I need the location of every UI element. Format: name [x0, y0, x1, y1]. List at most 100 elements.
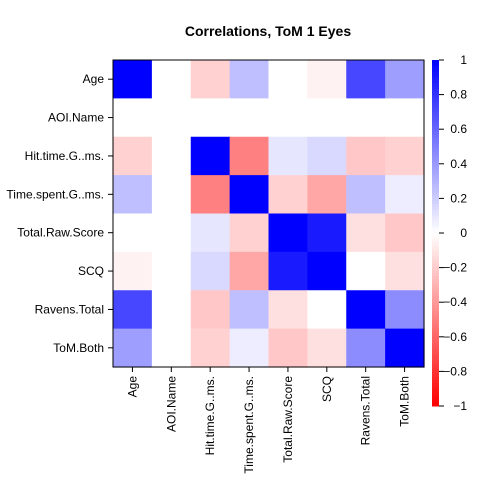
colorbar-segment [432, 316, 439, 320]
colorbar-segment [432, 276, 439, 280]
colorbar-tick-label: −0.6 [443, 330, 467, 344]
colorbar-segment [432, 322, 439, 326]
colorbar-segment [432, 137, 439, 142]
colorbar-segment [432, 293, 439, 297]
heatmap-cell-2-5 [268, 98, 308, 138]
heatmap-cell-4-3 [190, 175, 231, 215]
heatmap-cell-7-2 [151, 290, 192, 330]
colorbar-tick-label: 0 [460, 226, 467, 240]
heatmap-cell-4-6 [307, 175, 347, 215]
y-tick-label: ToM.Both [53, 341, 104, 355]
colorbar-segment [432, 336, 439, 341]
colorbar-segment [432, 132, 439, 136]
colorbar-segment [432, 374, 439, 378]
heatmap-cell-7-8 [385, 290, 425, 330]
colorbar-segment [432, 178, 439, 182]
heatmap-cell-8-2 [151, 328, 192, 368]
heatmap-cell-7-5 [268, 290, 308, 330]
colorbar-segment [432, 319, 439, 323]
heatmap-cell-5-6 [307, 213, 347, 253]
colorbar-segment [432, 302, 439, 306]
heatmap-cell-4-8 [385, 175, 425, 215]
heatmap-cell-6-1 [113, 251, 153, 291]
heatmap-cell-1-7 [346, 60, 386, 99]
colorbar-segment [432, 146, 439, 150]
colorbar-segment [432, 307, 439, 312]
colorbar-segment [432, 264, 439, 269]
x-tick-label: AOI.Name [164, 376, 178, 432]
colorbar-segment [432, 397, 439, 401]
colorbar-segment [432, 331, 439, 335]
heatmap-cell-2-3 [190, 98, 231, 138]
colorbar-segment [432, 273, 439, 277]
colorbar-segment [432, 250, 439, 254]
colorbar-segment [432, 244, 439, 248]
heatmap-cell-5-3 [190, 213, 231, 253]
x-tick-label: Hit.time.G..ms. [203, 376, 217, 455]
colorbar-segment [432, 126, 439, 130]
colorbar-segment [432, 183, 439, 188]
heatmap-cell-4-4 [229, 175, 270, 215]
y-tick-label: Ravens.Total [35, 302, 104, 316]
y-tick-label: Hit.time.G..ms. [25, 149, 104, 163]
heatmap-cell-3-1 [113, 136, 153, 176]
colorbar-segment [432, 305, 439, 309]
heatmap-cell-5-2 [151, 213, 192, 253]
colorbar-segment [432, 333, 439, 338]
colorbar-segment [432, 261, 439, 266]
colorbar-segment [432, 215, 439, 220]
colorbar-tick-label: −1 [453, 399, 467, 413]
colorbar-segment [432, 103, 439, 107]
colorbar-segment [432, 140, 439, 145]
heatmap-cell-6-6 [307, 251, 347, 291]
y-tick-label: Time.spent.G..ms. [6, 187, 104, 201]
colorbar-segment [432, 253, 439, 257]
colorbar-segment [432, 158, 439, 162]
colorbar-segment [432, 100, 439, 104]
colorbar-segment [432, 134, 439, 139]
heatmap-cell-3-3 [190, 136, 231, 176]
colorbar-segment [432, 192, 439, 197]
x-tick-label: Age [125, 376, 139, 398]
y-tick-label: AOI.Name [48, 111, 104, 125]
colorbar-segment [432, 342, 439, 346]
colorbar-segment [432, 284, 439, 289]
colorbar-segment [432, 181, 439, 185]
colorbar-segment [432, 371, 439, 375]
colorbar-segment [432, 62, 439, 67]
heatmap-cell-1-4 [229, 60, 270, 99]
heatmap-cell-5-8 [385, 213, 425, 253]
colorbar-segment [432, 109, 439, 113]
x-axis: Age AOI.Name Hit.time.G..ms. Time.spent.G..… [125, 367, 412, 474]
heatmap-cell-2-1 [113, 98, 153, 138]
colorbar-segment [432, 186, 439, 191]
colorbar-segment [432, 212, 439, 217]
colorbar-segment [432, 247, 439, 251]
heatmap-cell-1-5 [268, 60, 308, 99]
heatmap-cell-4-7 [346, 175, 386, 215]
colorbar-segment [432, 77, 439, 81]
colorbar-segment [432, 368, 439, 372]
colorbar-segment [432, 299, 439, 303]
colorbar-segment [432, 385, 439, 390]
colorbar-segment [432, 175, 439, 179]
colorbar-segment [432, 348, 439, 352]
heatmap-cell-6-7 [346, 251, 386, 291]
colorbar-segment [432, 287, 439, 292]
colorbar-segment [432, 339, 439, 344]
heatmap-cell-8-8 [385, 328, 425, 368]
colorbar-segment [432, 325, 439, 329]
colorbar-segment [432, 106, 439, 110]
colorbar-segment [432, 204, 439, 208]
colorbar-segment [432, 394, 439, 398]
heatmap-cell-7-7 [346, 290, 386, 330]
heatmap-cells [113, 60, 425, 368]
colorbar-segment [432, 356, 439, 361]
colorbar-segment [432, 117, 439, 122]
colorbar-segment [432, 380, 439, 384]
heatmap-cell-1-8 [385, 60, 425, 99]
colorbar-segment [432, 172, 439, 176]
heatmap-cell-7-6 [307, 290, 347, 330]
colorbar-segment [432, 207, 439, 211]
